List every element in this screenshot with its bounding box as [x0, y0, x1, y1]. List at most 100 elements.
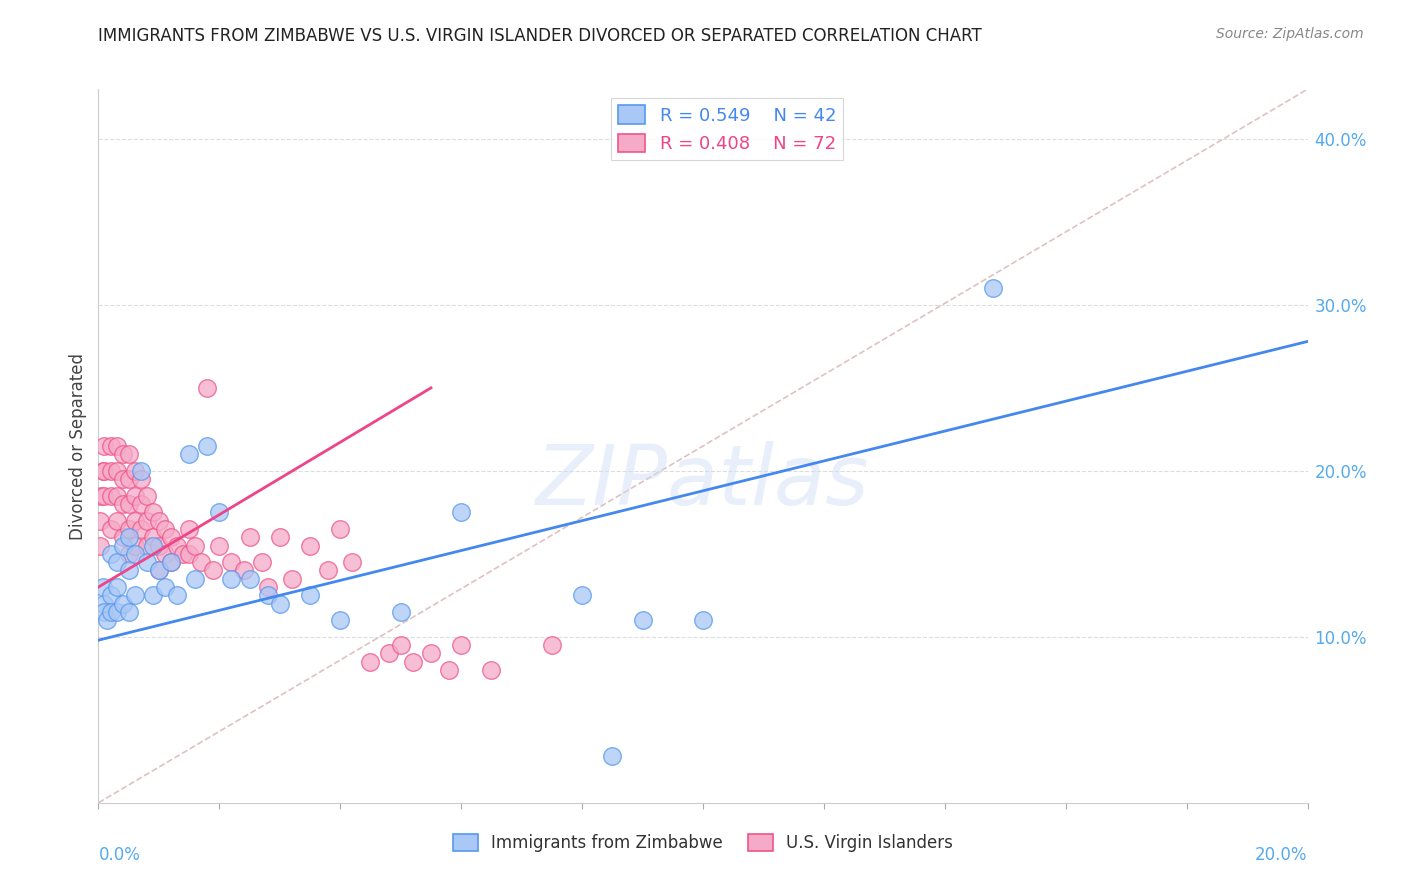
Y-axis label: Divorced or Separated: Divorced or Separated	[69, 352, 87, 540]
Point	[142, 530, 165, 544]
Point	[135, 489, 157, 503]
Point	[100, 588, 122, 602]
Point	[250, 555, 273, 569]
Text: IMMIGRANTS FROM ZIMBABWE VS U.S. VIRGIN ISLANDER DIVORCED OR SEPARATED CORRELATI: IMMIGRANTS FROM ZIMBABWE VS U.S. VIRGIN …	[98, 27, 983, 45]
Point	[281, 572, 304, 586]
Text: Source: ZipAtlas.com: Source: ZipAtlas.com	[1216, 27, 1364, 41]
Point	[118, 564, 141, 578]
Point	[100, 439, 122, 453]
Point	[91, 464, 114, 478]
Point	[100, 547, 122, 561]
Point	[269, 530, 291, 544]
Point	[450, 505, 472, 519]
Point	[160, 555, 183, 569]
Point	[179, 447, 201, 461]
Point	[389, 638, 412, 652]
Point	[190, 555, 212, 569]
Point	[124, 464, 146, 478]
Point	[111, 472, 134, 486]
Point	[329, 613, 352, 627]
Point	[105, 464, 128, 478]
Point	[450, 638, 472, 652]
Point	[166, 539, 188, 553]
Point	[129, 464, 152, 478]
Point	[631, 613, 654, 627]
Point	[142, 588, 165, 602]
Point	[195, 381, 218, 395]
Point	[179, 547, 201, 561]
Point	[93, 605, 115, 619]
Point	[148, 539, 170, 553]
Point	[256, 588, 278, 602]
Point	[111, 597, 134, 611]
Point	[89, 514, 111, 528]
Point	[172, 547, 194, 561]
Point	[981, 281, 1004, 295]
Point	[221, 555, 243, 569]
Point	[105, 489, 128, 503]
Point	[89, 539, 111, 553]
Point	[91, 580, 114, 594]
Point	[100, 605, 122, 619]
Point	[540, 638, 562, 652]
Point	[208, 505, 231, 519]
Point	[111, 447, 134, 461]
Point	[105, 439, 128, 453]
Text: 20.0%: 20.0%	[1256, 846, 1308, 863]
Point	[105, 580, 128, 594]
Point	[420, 647, 443, 661]
Point	[179, 522, 201, 536]
Point	[166, 588, 188, 602]
Point	[118, 530, 141, 544]
Point	[148, 514, 170, 528]
Point	[111, 530, 134, 544]
Point	[135, 539, 157, 553]
Point	[135, 514, 157, 528]
Point	[184, 539, 207, 553]
Point	[195, 439, 218, 453]
Point	[129, 497, 152, 511]
Point	[299, 588, 322, 602]
Point	[437, 663, 460, 677]
Point	[90, 489, 112, 503]
Point	[124, 547, 146, 561]
Point	[124, 489, 146, 503]
Point	[105, 605, 128, 619]
Point	[124, 514, 146, 528]
Point	[148, 564, 170, 578]
Point	[329, 522, 352, 536]
Point	[118, 522, 141, 536]
Point	[232, 564, 254, 578]
Point	[269, 597, 291, 611]
Point	[239, 572, 262, 586]
Point	[124, 588, 146, 602]
Point	[202, 564, 225, 578]
Point	[692, 613, 714, 627]
Text: ZIPatlas: ZIPatlas	[536, 442, 870, 522]
Point	[93, 439, 115, 453]
Point	[221, 572, 243, 586]
Point	[316, 564, 339, 578]
Point	[481, 663, 503, 677]
Point	[402, 655, 425, 669]
Point	[571, 588, 593, 602]
Point	[239, 530, 262, 544]
Point	[93, 464, 115, 478]
Point	[160, 530, 183, 544]
Point	[142, 505, 165, 519]
Point	[389, 605, 412, 619]
Point	[118, 472, 141, 486]
Point	[118, 497, 141, 511]
Point	[160, 555, 183, 569]
Point	[360, 655, 382, 669]
Point	[135, 555, 157, 569]
Point	[153, 547, 176, 561]
Point	[129, 522, 152, 536]
Point	[105, 555, 128, 569]
Point	[118, 605, 141, 619]
Point	[299, 539, 322, 553]
Point	[93, 597, 115, 611]
Point	[111, 539, 134, 553]
Point	[118, 547, 141, 561]
Point	[602, 749, 624, 764]
